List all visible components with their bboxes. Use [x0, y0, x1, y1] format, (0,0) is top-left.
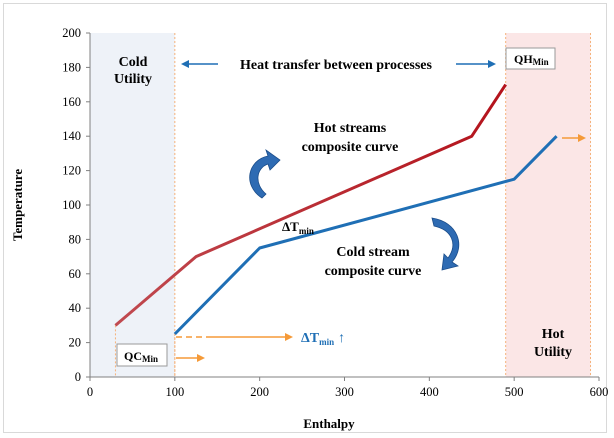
guide-lines — [114, 33, 592, 377]
qh-arrowhead — [578, 134, 586, 142]
qc-min-box — [116, 343, 168, 367]
x-tick-label: 300 — [335, 385, 354, 399]
y-axis-title: Temperature — [10, 169, 25, 241]
heat-transfer-arrowhead-right — [488, 60, 496, 68]
cold-utility-label-line2: Utility — [114, 72, 152, 87]
cold-composite-curve — [173, 135, 558, 336]
y-tick-label: 160 — [62, 95, 81, 109]
qc-min-label: QCMin — [124, 349, 158, 364]
y-tick-label: 80 — [69, 232, 82, 246]
series-lines — [114, 83, 558, 336]
qh-min-box — [505, 47, 556, 70]
x-tick-label: 100 — [165, 385, 184, 399]
y-tick-label: 120 — [62, 164, 81, 178]
x-axis-title: Enthalpy — [303, 416, 355, 431]
cold-stream-label-line1: Cold stream — [336, 245, 410, 260]
x-tick-label: 200 — [250, 385, 269, 399]
x-tick-label: 400 — [420, 385, 439, 399]
y-tick-label: 0 — [75, 370, 81, 384]
x-tick-labels: 0 100 200 300 400 500 600 — [87, 377, 609, 399]
heat-transfer-arrowhead-left — [181, 60, 189, 68]
y-tick-label: 40 — [69, 301, 82, 315]
y-tick-label: 140 — [62, 129, 81, 143]
y-tick-label: 60 — [69, 267, 82, 281]
chart-frame — [3, 3, 607, 433]
y-tick-label: 20 — [69, 336, 82, 350]
hot-streams-label-line1: Hot streams — [314, 121, 387, 136]
hot-utility-region — [505, 33, 591, 377]
x-tick-label: 500 — [505, 385, 524, 399]
qc-arrowhead — [197, 354, 205, 362]
qh-min-label: QHMin — [514, 52, 549, 67]
delta-t-blue-label: ΔTmin ↑ — [301, 331, 345, 347]
x-tick-label: 0 — [87, 385, 93, 399]
curved-arrow-left-icon — [249, 148, 281, 199]
cold-utility-region — [90, 33, 175, 377]
y-tick-label: 100 — [62, 198, 81, 212]
curved-arrow-right-icon — [431, 217, 460, 271]
hot-utility-label-line1: Hot — [542, 327, 565, 342]
y-tick-label: 180 — [62, 60, 81, 74]
hot-composite-curve — [114, 83, 507, 327]
delta-t-arrowhead — [285, 333, 293, 341]
cold-utility-label-line1: Cold — [119, 55, 148, 70]
hot-streams-label-line2: composite curve — [302, 140, 399, 155]
cold-stream-label-line2: composite curve — [325, 264, 422, 279]
heat-transfer-label: Heat transfer between processes — [240, 58, 432, 73]
y-tick-label: 200 — [62, 26, 81, 40]
hot-utility-label-line2: Utility — [534, 345, 572, 360]
x-tick-label: 600 — [590, 385, 609, 399]
delta-t-label: ΔTmin — [282, 219, 314, 236]
y-tick-labels: 0 20 40 60 80 100 120 140 160 180 200 — [62, 26, 90, 384]
